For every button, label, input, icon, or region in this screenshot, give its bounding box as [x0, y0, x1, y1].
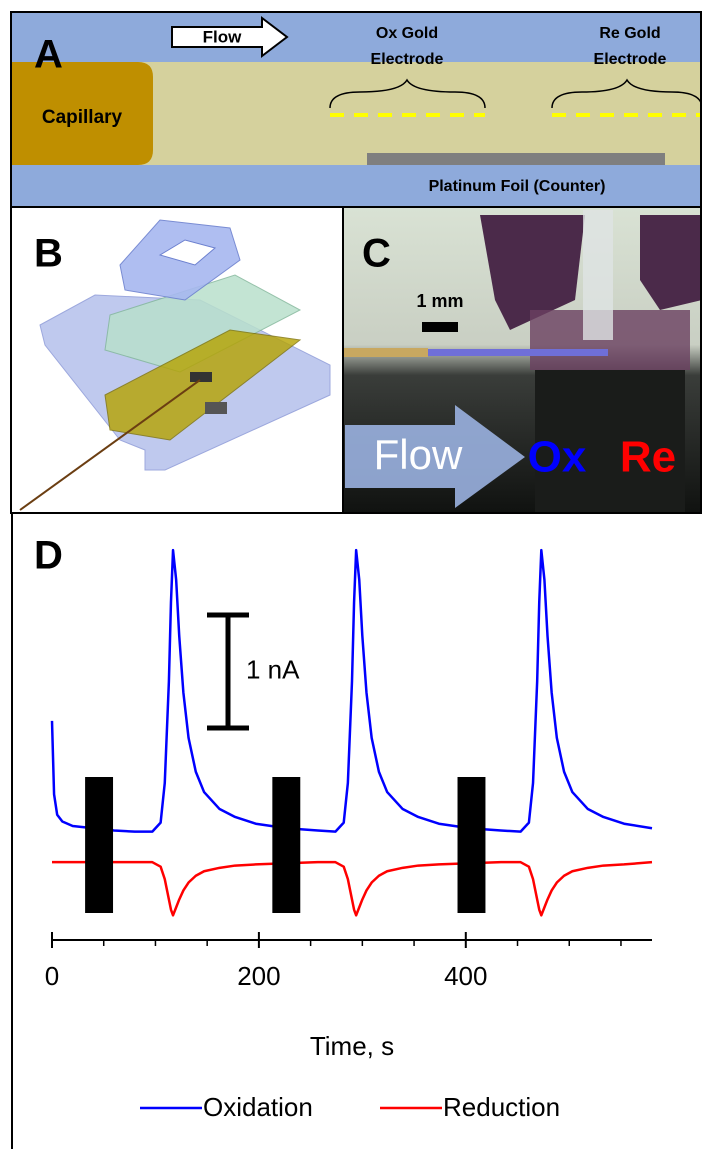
scale-bar-label: 1 nA: [246, 654, 300, 684]
counter-label: Platinum Foil (Counter): [429, 178, 606, 195]
data-line: [52, 550, 652, 831]
electrode-pad: [205, 402, 227, 414]
x-tick-label: 400: [444, 961, 487, 991]
stimulus-marker: [458, 777, 486, 913]
scale-label: 1 mm: [416, 291, 463, 311]
ox-label: Ox: [528, 433, 587, 482]
x-tick-label: 0: [45, 961, 59, 991]
panel-label: B: [34, 232, 63, 276]
capillary-label: Capillary: [42, 107, 123, 128]
re-label: Re: [620, 433, 676, 482]
panel-label: A: [34, 33, 63, 77]
panel-b: B: [11, 207, 343, 513]
electrode-label: Re Gold: [599, 25, 660, 42]
flow-label: Flow: [374, 431, 463, 478]
x-axis-label: Time, s: [310, 1031, 394, 1061]
panel-label: D: [34, 534, 63, 578]
panel-d: D Time, s 0 200 400 1 nA Oxidation Reduction: [12, 513, 652, 1149]
legend-label: Oxidation: [203, 1092, 313, 1122]
stimulus-marker: [85, 777, 113, 913]
platinum-foil: [367, 153, 665, 165]
panel-label: C: [362, 232, 391, 276]
electrode-label: Electrode: [371, 51, 444, 68]
channel: [428, 349, 608, 356]
electrode-label: Ox Gold: [376, 25, 438, 42]
tubing: [583, 210, 613, 340]
electrode-pad: [190, 372, 212, 382]
capillary: [343, 348, 428, 357]
legend-label: Reduction: [443, 1092, 560, 1122]
data-line: [52, 862, 652, 915]
x-tick-label: 200: [237, 961, 280, 991]
stimulus-marker: [272, 777, 300, 913]
electrode-label: Electrode: [594, 51, 667, 68]
figure: Flow A Ox Gold Electrode Re Gold Electro…: [0, 0, 702, 1149]
flow-label: Flow: [203, 27, 242, 46]
panel-c: 1 mm Flow Ox Re C: [343, 207, 702, 513]
scale-bar: [422, 322, 458, 332]
panel-a: Flow A Ox Gold Electrode Re Gold Electro…: [10, 12, 702, 207]
